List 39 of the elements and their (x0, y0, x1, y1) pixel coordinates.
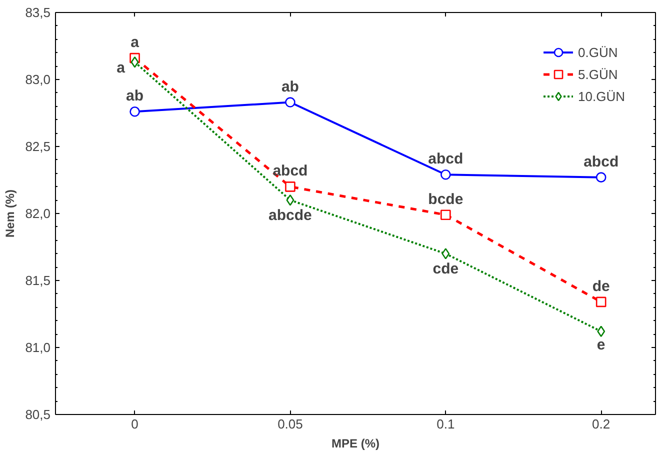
point (596, 296, 606, 308)
annotation: abcd (272, 162, 308, 180)
annotation: ab (281, 78, 299, 96)
annotation: a (116, 60, 126, 77)
annotation: abcd (428, 150, 464, 168)
x-tick-label: 0 (131, 416, 138, 432)
y-tick-label: 80,5 (25, 407, 51, 422)
point (285, 97, 296, 108)
annotation: cde (432, 260, 459, 278)
annotation: ab (126, 88, 144, 105)
point (442, 248, 450, 260)
y-tick-label: 82,0 (25, 206, 51, 221)
annotation: bcde (428, 190, 464, 208)
y-tick-label: 81,0 (25, 340, 51, 355)
point (440, 170, 451, 180)
point (597, 326, 606, 338)
x-tick-label: 0.05 (278, 416, 303, 432)
point (130, 56, 139, 68)
y-axis-title: Nem (%) (3, 189, 18, 238)
annotation: abcd (584, 153, 619, 170)
y-tick-label: 81,5 (25, 273, 51, 288)
y-tick-label: 82,5 (25, 139, 51, 154)
x-tick-label: 0.2 (592, 416, 610, 432)
annotation: abcde (268, 207, 312, 224)
point (285, 182, 296, 192)
legend-label: 0.GÜN (578, 44, 618, 60)
y-tick-label: 83,0 (25, 72, 51, 87)
y-tick-label: 83,5 (25, 5, 51, 20)
x-axis-title: MPE (%) (332, 436, 380, 450)
annotation: e (596, 336, 606, 354)
point (130, 106, 140, 117)
annotation: de (592, 278, 610, 295)
point (286, 194, 294, 206)
point (440, 210, 451, 220)
legend-label: 10.GÜN (578, 88, 625, 104)
legend-label: 5.GÜN (578, 66, 618, 82)
x-tick-label: 0.1 (436, 416, 455, 432)
annotation: a (130, 34, 140, 52)
point (596, 172, 606, 182)
